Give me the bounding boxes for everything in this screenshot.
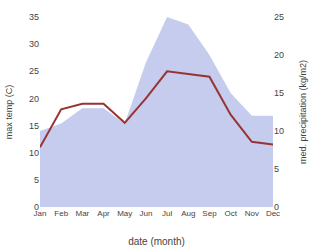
svg-text:15: 15 (274, 88, 284, 98)
svg-text:Apr: Apr (97, 209, 110, 218)
svg-text:0: 0 (274, 202, 279, 212)
svg-text:Feb: Feb (54, 209, 68, 218)
svg-text:Nov: Nov (245, 209, 259, 218)
svg-text:20: 20 (274, 50, 284, 60)
svg-text:Sep: Sep (202, 209, 217, 218)
svg-text:Mar: Mar (75, 209, 89, 218)
svg-text:Jun: Jun (139, 209, 152, 218)
svg-text:25: 25 (274, 12, 284, 22)
svg-text:0: 0 (34, 202, 39, 212)
svg-text:30: 30 (29, 39, 39, 49)
svg-text:Aug: Aug (181, 209, 195, 218)
svg-text:May: May (117, 209, 132, 218)
svg-text:Jan: Jan (34, 209, 47, 218)
svg-text:5: 5 (34, 175, 39, 185)
svg-text:20: 20 (29, 94, 39, 104)
svg-text:Jul: Jul (162, 209, 172, 218)
svg-text:10: 10 (274, 126, 284, 136)
svg-text:date (month): date (month) (128, 236, 185, 247)
svg-text:5: 5 (274, 164, 279, 174)
svg-text:35: 35 (29, 12, 39, 22)
svg-text:Dec: Dec (266, 209, 280, 218)
svg-text:25: 25 (29, 66, 39, 76)
svg-text:max temp (C): max temp (C) (4, 85, 14, 140)
svg-text:med. precipitation (kg/m2): med. precipitation (kg/m2) (298, 60, 308, 164)
svg-text:10: 10 (29, 148, 39, 158)
svg-text:Oct: Oct (224, 209, 237, 218)
svg-text:15: 15 (29, 121, 39, 131)
